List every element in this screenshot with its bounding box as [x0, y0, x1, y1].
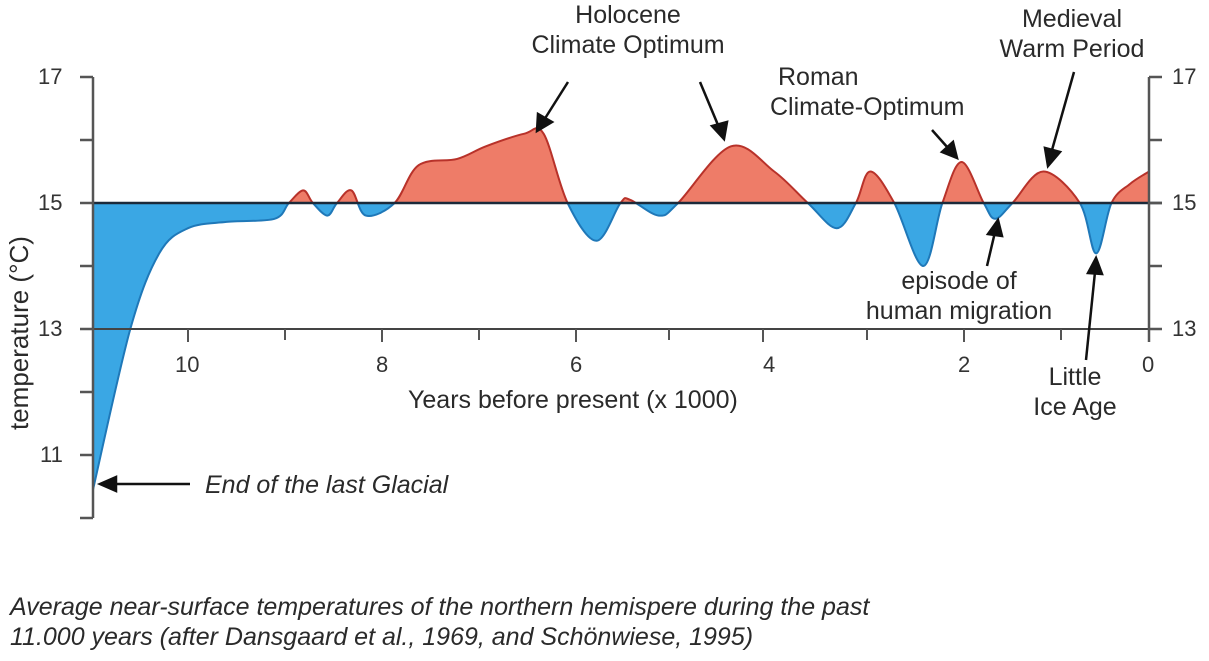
left-tick-17: 17 [38, 64, 63, 89]
caption-line1: Average near-surface temperatures of the… [10, 593, 870, 621]
label-holocene-line2: Climate Optimum [531, 31, 725, 59]
label-medieval-line1: Medieval [1021, 5, 1123, 33]
x-tick-8: 8 [376, 352, 389, 377]
right-tick-13: 13 [1172, 316, 1197, 341]
x-tick-0: 0 [1142, 352, 1155, 377]
caption-line2: 11.000 years (after Dansgaard et al., 19… [10, 623, 754, 651]
x-axis-label: Years before present (x 1000) [408, 386, 738, 414]
warm-area [92, 127, 1150, 203]
label-holocene-line1: Holocene [575, 1, 681, 29]
label-medieval: Medieval Warm Period [972, 4, 1172, 64]
x-tick-10: 10 [175, 352, 200, 377]
right-tick-17: 17 [1172, 64, 1197, 89]
x-tick-4: 4 [763, 352, 776, 377]
label-medieval-line2: Warm Period [999, 35, 1145, 63]
x-axis-ticks [187, 329, 1062, 342]
figure-caption: Average near-surface temperatures of the… [10, 592, 869, 652]
label-roman-line2: Climate-Optimum [770, 93, 965, 121]
label-migration-line1: episode of [901, 267, 1017, 295]
label-lia-line2: Ice Age [1033, 393, 1117, 421]
label-end-of-glacial: End of the last Glacial [205, 471, 449, 499]
label-roman-line1: Roman [778, 63, 859, 91]
label-roman: Roman Climate-Optimum [770, 62, 964, 122]
annotation-arrows [96, 71, 1104, 493]
label-migration-line2: human migration [865, 297, 1053, 325]
right-y-axis [1147, 75, 1162, 342]
label-little-ice-age: Little Ice Age [1020, 362, 1130, 422]
left-y-axis [80, 75, 95, 520]
label-holocene: Holocene Climate Optimum [528, 0, 728, 60]
x-tick-2: 2 [958, 352, 971, 377]
left-tick-15: 15 [38, 190, 63, 215]
cold-area [92, 203, 1150, 490]
label-human-migration: episode of human migration [864, 266, 1054, 326]
left-tick-13: 13 [38, 316, 63, 341]
left-tick-11: 11 [40, 442, 63, 467]
label-lia-line1: Little [1048, 363, 1102, 391]
y-axis-label: temperature (°C) [4, 236, 34, 430]
right-tick-15: 15 [1172, 190, 1197, 215]
x-tick-6: 6 [570, 352, 583, 377]
